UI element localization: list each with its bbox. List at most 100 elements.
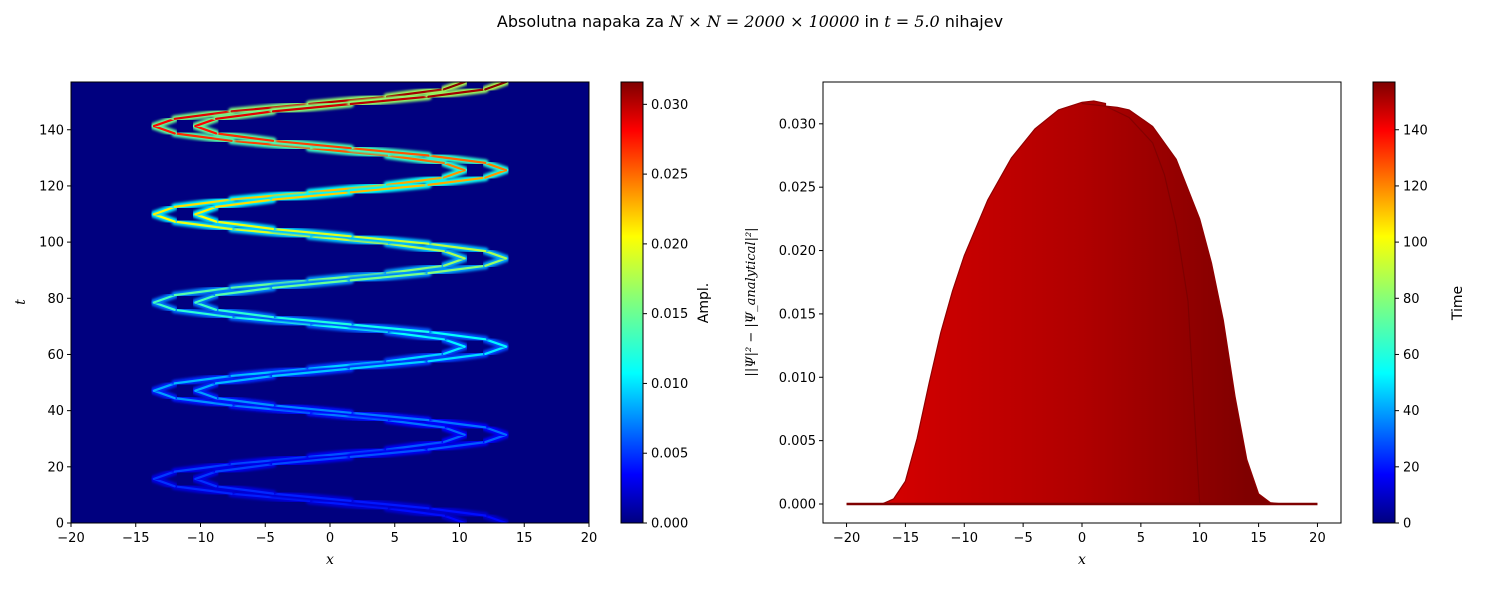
heatmap-ridge xyxy=(215,308,275,319)
amplitude-colorbar-tick-label: 0.015 xyxy=(651,307,688,322)
error-x-tick-label: 5 xyxy=(1137,531,1145,546)
heatmap-ridge xyxy=(385,507,445,517)
title-math-grid: N × N = 2000 × 10000 xyxy=(669,12,860,31)
heatmap-ridge xyxy=(215,132,275,142)
heatmap-ridge xyxy=(215,110,275,120)
heatmap-y-tick-label: 140 xyxy=(39,123,64,138)
heatmap-ridge xyxy=(215,286,275,297)
heatmap-ridge xyxy=(308,147,389,157)
heatmap-ridge xyxy=(230,102,311,113)
heatmap-ridge xyxy=(173,397,233,407)
heatmap-ridge xyxy=(484,338,508,348)
heatmap-ridge xyxy=(230,404,311,414)
heatmap-ridge xyxy=(427,441,487,451)
heatmap-ridge xyxy=(215,485,275,495)
heatmap-ridge xyxy=(230,279,311,289)
error-y-ticks: 0.000 0.005 0.010 0.015 0.020 0.025 0.030 xyxy=(779,117,823,512)
heatmap-ridge xyxy=(308,323,389,333)
heatmap-y-ticks: 0 20 40 60 80 100 120 140 xyxy=(39,123,71,532)
heatmap-x-label: x xyxy=(326,552,334,568)
heatmap-ridge xyxy=(152,470,176,480)
heatmap-x-tick-label: −15 xyxy=(122,531,149,546)
heatmap-ridge xyxy=(385,352,445,363)
heatmap-ridge xyxy=(308,183,389,194)
heatmap-ridge xyxy=(271,227,352,238)
heatmap-y-tick-label: 20 xyxy=(47,460,64,475)
error-x-ticks: −20 −15 −10 −5 0 5 10 15 20 xyxy=(833,523,1326,546)
figure-title: Absolutna napaka za N × N = 2000 × 10000… xyxy=(0,12,1500,31)
heatmap-ridge xyxy=(230,139,311,150)
heatmap-ridge xyxy=(442,338,466,348)
time-colorbar-tick-label: 0 xyxy=(1403,517,1411,532)
heatmap-ridge xyxy=(349,272,430,282)
heatmap-ridge xyxy=(349,235,430,245)
heatmap-y-tick-label: 120 xyxy=(39,179,64,194)
heatmap-x-tick-label: 0 xyxy=(326,531,334,546)
heatmap-ridge xyxy=(173,286,233,297)
heatmap-ridge xyxy=(230,316,311,326)
heatmap-ridge xyxy=(442,250,466,260)
heatmap-ridge xyxy=(230,492,311,502)
error-y-tick-label: 0.015 xyxy=(779,307,816,322)
amplitude-colorbar-tick-label: 0.020 xyxy=(651,237,688,252)
heatmap-ridge xyxy=(152,294,176,304)
heatmap-ridge xyxy=(385,242,445,253)
heatmap-y-tick-label: 80 xyxy=(47,292,64,307)
heatmap-ridge xyxy=(442,514,466,523)
heatmap-x-tick-label: 5 xyxy=(391,531,399,546)
heatmap-ridge xyxy=(484,426,508,436)
heatmap-ridge xyxy=(173,132,233,142)
heatmap-x-tick-label: −20 xyxy=(57,531,84,546)
heatmap-ridge xyxy=(427,419,487,429)
heatmap-ridge xyxy=(194,470,218,480)
heatmap-ridge xyxy=(271,455,352,466)
amplitude-colorbar-tick-label: 0.010 xyxy=(651,377,688,392)
heatmap-ridge xyxy=(427,176,487,186)
time-colorbar-ticks: 0 20 40 60 80 100 120 140 xyxy=(1395,123,1428,532)
heatmap-ridge xyxy=(194,382,218,392)
error-panel: −20 −15 −10 −5 0 5 10 15 20 0.000 0.005 0.010 0.015… xyxy=(744,81,1342,568)
heatmap-ridge xyxy=(308,411,389,422)
heatmap-y-tick-label: 100 xyxy=(39,236,64,251)
heatmap-ridge xyxy=(349,183,430,194)
error-x-tick-label: 0 xyxy=(1078,531,1086,546)
heatmap-ridge xyxy=(152,382,176,392)
heatmap-ridge xyxy=(484,161,508,172)
heatmap-ridge xyxy=(173,374,233,385)
heatmap-ridge xyxy=(308,272,389,282)
heatmap-ridge xyxy=(308,235,389,245)
error-marks xyxy=(846,100,1318,506)
heatmap-ridge xyxy=(385,330,445,341)
heatmap-ridge xyxy=(385,419,445,429)
error-envelope-edge xyxy=(846,100,1318,505)
heatmap-ridge xyxy=(230,191,311,201)
heatmap-ridge xyxy=(194,205,218,216)
heatmap-x-tick-label: 20 xyxy=(581,531,598,546)
heatmap-y-label: t xyxy=(13,299,29,305)
heatmap-tracks xyxy=(150,82,510,523)
heatmap-ridge xyxy=(308,448,389,458)
error-y-tick-label: 0.000 xyxy=(779,497,816,512)
heatmap-ridge xyxy=(427,507,487,517)
heatmap-ridge xyxy=(271,367,352,378)
time-colorbar-tick-label: 120 xyxy=(1403,179,1428,194)
error-envelope-area xyxy=(846,101,1318,504)
heatmap-ridge xyxy=(215,463,275,473)
error-x-tick-label: 20 xyxy=(1309,531,1326,546)
amplitude-colorbar-tick-label: 0.005 xyxy=(651,447,688,462)
heatmap-ridge xyxy=(215,220,275,231)
error-y-tick-label: 0.025 xyxy=(779,181,816,196)
heatmap-y-tick-label: 60 xyxy=(47,348,64,363)
amplitude-colorbar: 0.000 0.005 0.010 0.015 0.020 0.025 0.030 Ampl… xyxy=(620,81,712,532)
heatmap-ridge xyxy=(349,360,430,370)
heatmap-x-tick-label: 15 xyxy=(516,531,533,546)
heatmap-ridge xyxy=(230,455,311,466)
heatmap-ridge xyxy=(173,220,233,231)
heatmap-ridge xyxy=(349,95,430,106)
error-y-tick-label: 0.010 xyxy=(779,371,816,386)
title-math-time: t = 5.0 xyxy=(884,12,940,31)
error-x-tick-label: 10 xyxy=(1191,531,1208,546)
amplitude-colorbar-ticks: 0.000 0.005 0.010 0.015 0.020 0.025 0.030 xyxy=(643,98,688,532)
heatmap-ridge xyxy=(484,82,508,91)
heatmap-ridge xyxy=(230,367,311,378)
